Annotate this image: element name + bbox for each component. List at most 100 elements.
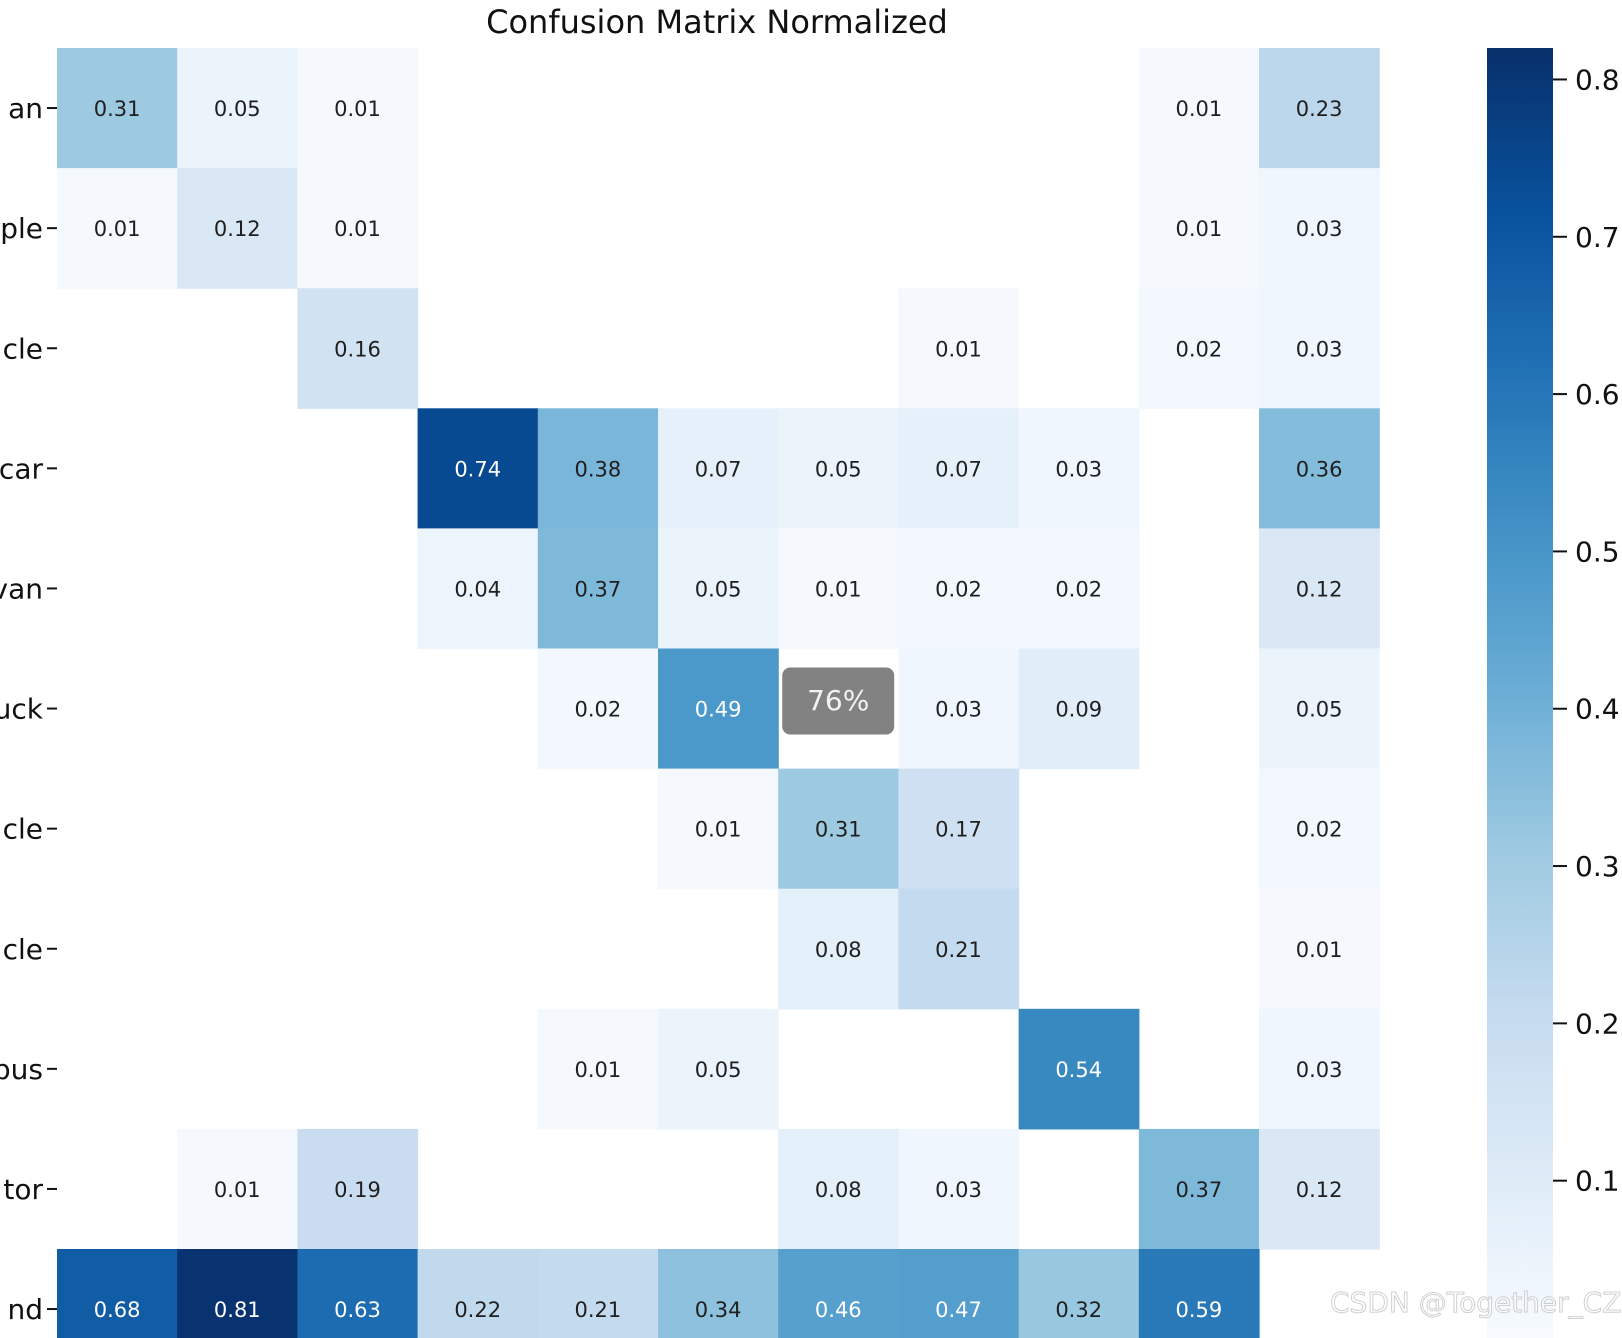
cell-value-label-r10-c1: 0.81 (214, 1298, 261, 1322)
cell-value-label-r10-c7: 0.47 (935, 1298, 982, 1322)
heatmap-cell-r9-c1 (177, 1128, 298, 1250)
cell-value-label-r5-c10: 0.05 (1296, 698, 1343, 722)
cell-value-label-r4-c5: 0.05 (695, 577, 742, 601)
cell-value-label-r2-c10: 0.03 (1296, 337, 1343, 361)
heatmap-cell-r10-c3 (417, 1249, 539, 1338)
heatmap-cell-r7-c6 (778, 888, 899, 1010)
cell-value-label-r4-c8: 0.02 (1055, 577, 1102, 601)
heatmap-cell-r4-c7 (898, 528, 1020, 650)
cell-value-label-r5-c5: 0.49 (695, 698, 742, 722)
heatmap-cell-r4-c4 (537, 528, 659, 650)
cell-value-label-r4-c6: 0.01 (815, 577, 862, 601)
row-label-4: van (0, 572, 43, 605)
cell-value-label-r10-c2: 0.63 (334, 1298, 381, 1322)
heatmap-cell-r4-c10 (1259, 528, 1380, 650)
heatmap-cell-r10-c9 (1138, 1249, 1260, 1338)
heatmap-cell-r4-c8 (1018, 528, 1140, 650)
heatmap-cell-r10-c1 (177, 1249, 298, 1338)
row-label-3: car (0, 452, 43, 485)
row-label-10: nd (7, 1293, 43, 1326)
cell-value-label-r9-c9: 0.37 (1176, 1178, 1223, 1202)
cell-value-label-r7-c6: 0.08 (815, 938, 862, 962)
heatmap-cell-r3-c3 (417, 408, 539, 529)
cell-value-label-r8-c8: 0.54 (1055, 1058, 1102, 1082)
watermark-text: CSDN @Together_CZ (1330, 1286, 1621, 1319)
cell-value-label-r3-c5: 0.07 (695, 457, 742, 481)
cell-value-label-r1-c9: 0.01 (1176, 217, 1223, 241)
row-label-6: cle (3, 813, 43, 846)
heatmap-cell-r8-c5 (658, 1008, 779, 1130)
heatmap-cell-r2-c7 (898, 288, 1020, 409)
cell-value-label-r4-c7: 0.02 (935, 577, 982, 601)
colorbar-tick-label-6: 0.2 (1575, 1007, 1620, 1040)
cell-value-label-r1-c1: 0.12 (214, 217, 261, 241)
cell-value-label-r1-c2: 0.01 (334, 217, 381, 241)
cell-value-label-r9-c7: 0.03 (935, 1178, 982, 1202)
heatmap-cell-r1-c2 (297, 168, 419, 289)
heatmap-cell-r3-c6 (778, 408, 899, 529)
heatmap-cell-r3-c7 (898, 408, 1020, 529)
cell-value-label-r5-c4: 0.02 (575, 698, 622, 722)
cell-value-label-r3-c3: 0.74 (454, 457, 501, 481)
heatmap-cell-r5-c4 (537, 648, 659, 770)
cell-value-label-r8-c10: 0.03 (1296, 1058, 1343, 1082)
colorbar-tick-label-7: 0.1 (1575, 1165, 1620, 1198)
row-label-1: ple (0, 212, 43, 245)
heatmap-cell-r9-c9 (1138, 1128, 1260, 1250)
cell-value-label-r10-c5: 0.34 (695, 1298, 742, 1322)
cell-value-label-r10-c6: 0.46 (815, 1298, 862, 1322)
heatmap-cell-r6-c5 (658, 768, 779, 890)
cell-value-label-r6-c7: 0.17 (935, 818, 982, 842)
heatmap-cell-r5-c7 (898, 648, 1020, 770)
colorbar-gradient (1487, 48, 1553, 1338)
heatmap-cell-r5-c10 (1259, 648, 1380, 770)
colorbar-tick-label-4: 0.4 (1575, 693, 1620, 726)
heatmap-cell-r10-c8 (1018, 1249, 1140, 1338)
cell-value-label-r2-c2: 0.16 (334, 337, 381, 361)
cell-value-label-r3-c4: 0.38 (575, 457, 622, 481)
cell-value-label-r3-c6: 0.05 (815, 457, 862, 481)
heatmap-cell-r1-c0 (57, 168, 178, 289)
cell-value-label-r4-c3: 0.04 (454, 577, 501, 601)
heatmap-cell-r6-c7 (898, 768, 1020, 890)
heatmap-cell-r3-c5 (658, 408, 779, 529)
tooltip-text: 76% (807, 684, 869, 717)
heatmap-cell-r0-c0 (57, 48, 178, 169)
row-label-0: an (8, 92, 43, 125)
row-label-5: uck (0, 693, 44, 726)
heatmap-cell-r0-c2 (297, 48, 419, 169)
colorbar: 0.8 0.7 0.6 0.5 0.4 0.3 0.2 0.1 (1487, 48, 1620, 1338)
row-label-2: cle (3, 332, 43, 365)
cell-value-label-r0-c9: 0.01 (1176, 97, 1223, 121)
cell-value-label-r3-c10: 0.36 (1296, 457, 1343, 481)
heatmap-grid: 0.31 0.05 0.01 0.01 0.23 0.01 0.12 0.01 0.01 0.03… (57, 48, 1380, 1338)
cell-value-label-r10-c0: 0.68 (94, 1298, 141, 1322)
heatmap-cell-r2-c2 (297, 288, 419, 409)
heatmap-cell-r10-c5 (658, 1249, 779, 1338)
heatmap-cell-r2-c9 (1138, 288, 1260, 409)
heatmap-cell-r10-c7 (898, 1249, 1020, 1338)
cell-value-label-r7-c10: 0.01 (1296, 938, 1343, 962)
heatmap-cell-r5-c8 (1018, 648, 1140, 770)
heatmap-cell-r0-c1 (177, 48, 298, 169)
heatmap-cell-r7-c10 (1259, 888, 1380, 1010)
heatmap-cell-r5-c5 (658, 648, 779, 770)
heatmap-cell-r8-c4 (537, 1008, 659, 1130)
cell-value-label-r5-c8: 0.09 (1055, 698, 1102, 722)
heatmap-cell-r10-c4 (537, 1249, 659, 1338)
heatmap-cell-r4-c6 (778, 528, 899, 650)
cell-value-label-r10-c4: 0.21 (575, 1298, 622, 1322)
row-tick-labels: an ple cle car van uck cle cle bus tor nd (0, 92, 57, 1326)
heatmap-cell-r9-c2 (297, 1128, 419, 1250)
colorbar-tick-label-5: 0.3 (1575, 850, 1620, 883)
colorbar-tick-label-3: 0.5 (1575, 535, 1620, 568)
heatmap-cell-r10-c2 (297, 1249, 419, 1338)
row-label-7: cle (3, 933, 43, 966)
row-label-9: tor (3, 1173, 43, 1206)
cell-value-label-r6-c5: 0.01 (695, 818, 742, 842)
heatmap-cell-r3-c4 (537, 408, 659, 529)
heatmap-cell-r8-c8 (1018, 1008, 1140, 1130)
cell-value-label-r0-c1: 0.05 (214, 97, 261, 121)
row-label-8: bus (0, 1053, 43, 1086)
